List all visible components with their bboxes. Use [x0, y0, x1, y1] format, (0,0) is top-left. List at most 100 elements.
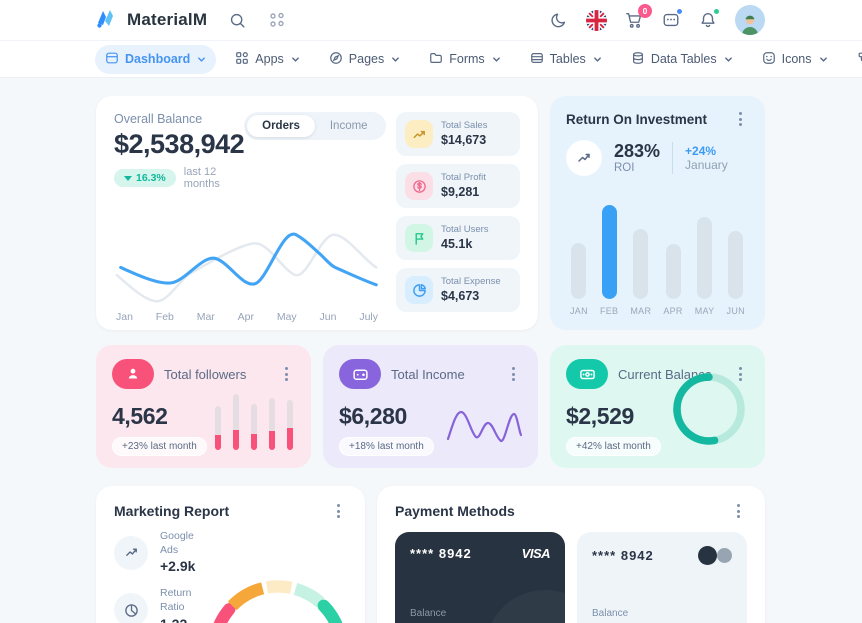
marketing-title: Marketing Report: [114, 503, 230, 519]
roi-delta-label: January: [685, 158, 728, 173]
nav-item-tables[interactable]: Tables: [520, 45, 612, 74]
payments-menu-kebab-icon[interactable]: [729, 502, 747, 520]
nav-item-apps[interactable]: Apps: [225, 45, 310, 74]
toggle-option-orders[interactable]: Orders: [247, 115, 315, 137]
apps-icon: [235, 51, 249, 68]
stat-tile-total-profit: Total Profit $9,281: [396, 164, 520, 208]
followers-bar: [215, 406, 221, 450]
overall-balance-card: Overall Balance $2,538,942 16.3% last 12…: [96, 96, 538, 330]
search-icon[interactable]: [227, 10, 247, 30]
nav-item-icons[interactable]: Icons: [752, 45, 838, 74]
followers-menu-kebab-icon[interactable]: [277, 365, 295, 383]
followers-bar: [287, 400, 293, 450]
wallet-icon: [339, 359, 381, 389]
stat-tile-total-expense: Total Expense $4,673: [396, 268, 520, 312]
roi-title: Return On Investment: [566, 111, 708, 127]
credit-card-light: **** 8942 Balance $26,561.50: [577, 532, 747, 623]
dollar-circle-icon: [405, 172, 433, 200]
roi-delta: +24%: [685, 143, 717, 158]
balance-value: $2,529: [566, 403, 634, 429]
income-title: Total Income: [391, 366, 465, 382]
roi-menu-kebab-icon[interactable]: [731, 110, 749, 128]
roi-value: 283%: [614, 141, 661, 162]
dark-mode-moon-icon[interactable]: [549, 10, 569, 30]
roi-card: Return On Investment 283% ROI +24% Janua…: [550, 96, 765, 330]
overall-balance-title: Overall Balance: [114, 112, 203, 126]
nav-item-data-tables[interactable]: Data Tables: [621, 45, 743, 74]
brand-logo[interactable]: MaterialM: [95, 7, 207, 34]
payment-methods-card: Payment Methods **** 8942 VISA Balance $…: [377, 486, 765, 623]
toggle-option-income[interactable]: Income: [329, 120, 368, 132]
flag-marker-icon: [405, 224, 433, 252]
language-flag-icon[interactable]: [586, 9, 607, 31]
chevron-down-icon: [291, 56, 299, 62]
payments-title: Payment Methods: [395, 503, 515, 519]
followers-bar: [251, 404, 257, 450]
layers-icon: [857, 51, 862, 68]
card-balance: $26,561.50: [410, 621, 550, 623]
roi-bar: FEB: [600, 205, 618, 316]
line-chart-month-labels: Jan Feb Mar Apr May Jun July: [116, 311, 378, 323]
orders-income-toggle: Orders Income: [244, 112, 386, 140]
messages-icon[interactable]: [661, 8, 683, 30]
followers-value: 4,562: [112, 403, 168, 429]
messages-dot: [676, 8, 683, 15]
brand-logo-icon: [95, 7, 119, 34]
total-followers-card: Total followers 4,562 +23% last month: [96, 345, 311, 468]
nav-label: Dashboard: [125, 52, 191, 66]
stat-label: Total Users: [441, 223, 489, 235]
overall-balance-amount: $2,538,942: [114, 129, 245, 159]
nav-item-forms[interactable]: Forms: [419, 45, 510, 74]
followers-delta-badge: +23% last month: [112, 437, 207, 456]
brand-name: MaterialM: [127, 10, 208, 29]
nav-label: Forms: [449, 52, 485, 66]
cart-icon[interactable]: 0: [624, 4, 652, 30]
card-toggle[interactable]: [698, 546, 732, 565]
overall-balance-line-chart: [114, 198, 382, 311]
user-avatar[interactable]: [735, 5, 765, 35]
main-nav: Dashboard Apps Pages Forms Tables Data T…: [0, 40, 862, 78]
balance-delta-badge: +42% last month: [566, 437, 661, 456]
roi-bar: APR: [663, 244, 682, 316]
income-delta-badge: +18% last month: [339, 437, 434, 456]
roi-bar: JAN: [570, 243, 588, 316]
followers-bar: [269, 398, 275, 450]
stat-tile-total-sales: Total Sales $14,673: [396, 112, 520, 156]
notifications-bell-icon[interactable]: [698, 8, 720, 30]
income-wave-chart: [446, 405, 523, 452]
chevron-down-icon: [392, 56, 400, 62]
roi-bar-chart: JAN FEB MAR APR MAY JUN: [566, 205, 749, 316]
nav-label: Pages: [348, 52, 385, 66]
smiley-icon: [762, 51, 776, 68]
nav-item-dashboard[interactable]: Dashboard: [95, 44, 217, 74]
income-menu-kebab-icon[interactable]: [504, 365, 522, 383]
nav-item-multilevel[interactable]: Multilevel: [847, 45, 862, 74]
overall-balance-delta-badge: 16.3%: [114, 169, 176, 187]
credit-card-dark: **** 8942 VISA Balance $26,561.50: [395, 532, 565, 623]
marketing-report-card: Marketing Report Google Ads +2.9k: [96, 486, 365, 623]
chevron-down-icon: [593, 56, 601, 62]
balance-menu-kebab-icon[interactable]: [731, 365, 749, 383]
current-balance-card: Current Balance $2,529 +42% last month: [550, 345, 765, 468]
table-icon: [530, 51, 544, 68]
marketing-menu-kebab-icon[interactable]: [329, 502, 347, 520]
stat-label: Total Profit: [441, 171, 486, 183]
dashboard-icon: [105, 51, 119, 68]
trend-up-icon: [114, 535, 148, 570]
income-value: $6,280: [339, 403, 407, 429]
followers-bar-chart: [215, 394, 293, 450]
nav-label: Apps: [255, 52, 284, 66]
stat-value: $14,673: [441, 132, 487, 147]
apps-grid-icon[interactable]: [267, 10, 287, 30]
marketing-item-label: Return Ratio: [160, 587, 192, 614]
card-balance-label: Balance: [592, 608, 629, 619]
pie-chart-icon: [114, 593, 148, 623]
stat-value: $9,281: [441, 184, 480, 199]
nav-item-pages[interactable]: Pages: [319, 45, 410, 74]
marketing-gauge-chart: 275: [203, 568, 353, 623]
marketing-item-return-ratio: Return Ratio1.22: [114, 587, 195, 623]
roi-bar: MAR: [630, 229, 651, 316]
roi-bar: JUN: [727, 231, 745, 316]
stat-label: Total Sales: [441, 119, 488, 131]
card-balance-label: Balance: [410, 608, 447, 619]
